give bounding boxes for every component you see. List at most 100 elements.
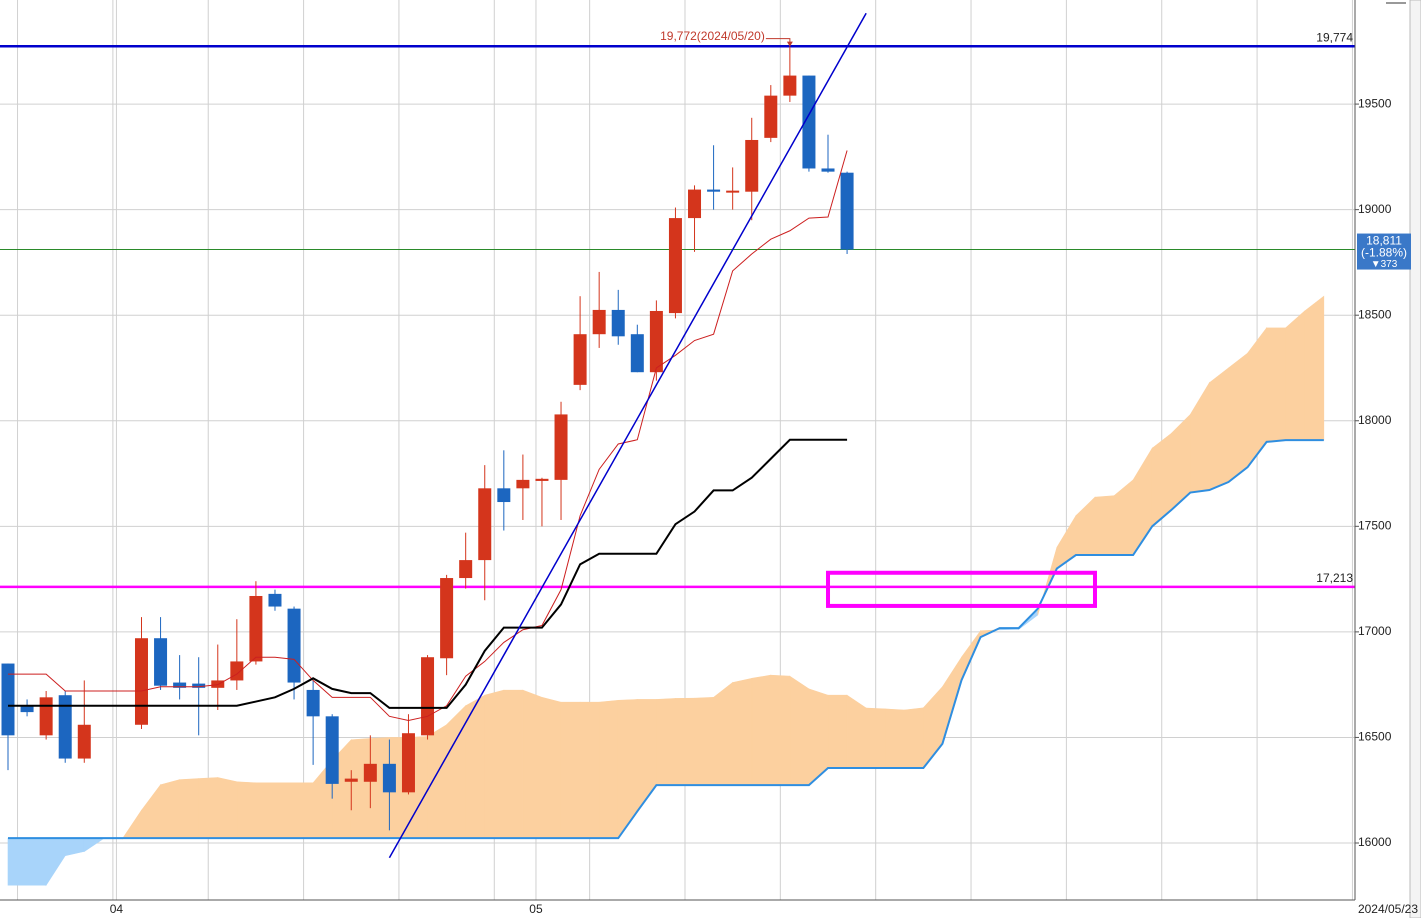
candle-body xyxy=(764,95,778,138)
y-tick-label: 16000 xyxy=(1358,835,1392,849)
cloud-fill xyxy=(732,677,753,786)
cloud-fill xyxy=(770,674,791,786)
candle-body xyxy=(1,663,15,736)
price-change: (-1.88%) xyxy=(1361,246,1407,260)
y-tick-label: 16500 xyxy=(1358,730,1392,744)
cloud-fill xyxy=(484,689,505,839)
h-line-label: 17,213 xyxy=(1316,571,1353,585)
y-tick-label: 18500 xyxy=(1358,307,1392,321)
candle-body xyxy=(745,139,759,192)
cloud-fill xyxy=(560,701,581,839)
h-line-label: 19,774 xyxy=(1316,30,1353,44)
cloud-fill xyxy=(1094,495,1115,556)
cloud-fill xyxy=(236,781,257,839)
cloud-fill xyxy=(541,696,562,839)
candle-body xyxy=(611,309,625,337)
candle-body xyxy=(707,189,721,192)
cloud-fill xyxy=(179,778,199,839)
x-tick-label: 05 xyxy=(529,902,543,916)
annotation-text: 19,772(2024/05/20) xyxy=(660,29,765,43)
cloud-fill xyxy=(350,738,371,839)
date-label: 2024/05/23 xyxy=(1358,902,1418,916)
cloud-fill xyxy=(446,705,466,839)
cloud-fill xyxy=(293,782,314,839)
cloud-fill xyxy=(198,777,219,839)
cloud-fill xyxy=(675,697,695,786)
candle-body xyxy=(20,705,34,713)
cloud-fill xyxy=(751,674,772,786)
candle-body xyxy=(668,218,682,314)
candle-body xyxy=(497,488,511,503)
span-b-line xyxy=(8,439,1324,840)
cloud-fill xyxy=(713,681,733,786)
candle-body xyxy=(630,334,644,373)
highlight-box xyxy=(826,570,1097,608)
cloud-fill xyxy=(865,707,886,769)
candle-body xyxy=(783,75,797,96)
indicator-line xyxy=(8,438,848,709)
cloud-fill xyxy=(903,707,924,769)
candle-body xyxy=(554,414,568,480)
cloud-fill xyxy=(522,689,543,839)
candle-body xyxy=(58,695,72,759)
candle-body xyxy=(459,560,473,579)
y-tick-label: 19000 xyxy=(1358,202,1392,216)
candle-body xyxy=(268,593,282,607)
candle-body xyxy=(840,172,854,250)
candle-body xyxy=(154,638,168,686)
candle-body xyxy=(592,309,606,335)
cloud-fill xyxy=(884,708,905,769)
candle-body xyxy=(478,488,492,561)
annotation-head xyxy=(786,41,793,47)
candle-body xyxy=(39,697,53,736)
candle-body xyxy=(230,661,244,681)
candle-body xyxy=(726,190,740,193)
candle-body xyxy=(173,682,187,688)
cloud-fill xyxy=(694,697,714,786)
candle-body xyxy=(688,189,702,219)
candle-body xyxy=(421,657,435,736)
cloud-fill xyxy=(217,777,238,839)
candle-body xyxy=(287,608,301,683)
y-tick-label: 17500 xyxy=(1358,518,1392,532)
cloud-fill xyxy=(255,782,276,839)
cloud-fill xyxy=(427,724,447,839)
cloud-fill xyxy=(656,698,676,786)
candle-body xyxy=(77,724,91,759)
y-tick-label: 18000 xyxy=(1358,413,1392,427)
cloud-fill xyxy=(7,837,28,886)
x-tick-label: 04 xyxy=(110,902,124,916)
candle-body xyxy=(192,683,206,688)
candle-body xyxy=(306,689,320,717)
toolbar[interactable] xyxy=(1409,0,1421,918)
cloud-fill xyxy=(1228,352,1248,483)
price-box xyxy=(1357,233,1411,270)
cloud-fill xyxy=(789,675,810,786)
candle-body xyxy=(363,763,377,782)
candle-body xyxy=(401,733,415,793)
cloud xyxy=(7,295,1325,887)
cloud-fill xyxy=(579,701,600,839)
y-tick-label: 19500 xyxy=(1358,96,1392,110)
cloud-fill xyxy=(1266,327,1286,443)
candle-body xyxy=(344,778,358,782)
trend-line xyxy=(388,12,867,859)
candle-body xyxy=(516,479,530,489)
cloud-fill xyxy=(274,782,295,839)
cloud-fill xyxy=(846,694,867,769)
candle-body xyxy=(535,478,549,481)
candle-body xyxy=(821,168,835,172)
candle-body xyxy=(440,578,454,659)
candle-body xyxy=(382,763,396,793)
candle-body xyxy=(325,716,339,784)
indicator-line xyxy=(8,150,848,722)
cloud-fill xyxy=(1209,367,1229,491)
candle-body xyxy=(649,310,663,373)
cloud-fill xyxy=(160,779,180,839)
candle-body xyxy=(573,334,587,385)
candle-body xyxy=(802,75,816,169)
plot xyxy=(0,12,1355,859)
cloud-fill xyxy=(26,837,47,886)
cloud-fill xyxy=(1304,295,1325,441)
